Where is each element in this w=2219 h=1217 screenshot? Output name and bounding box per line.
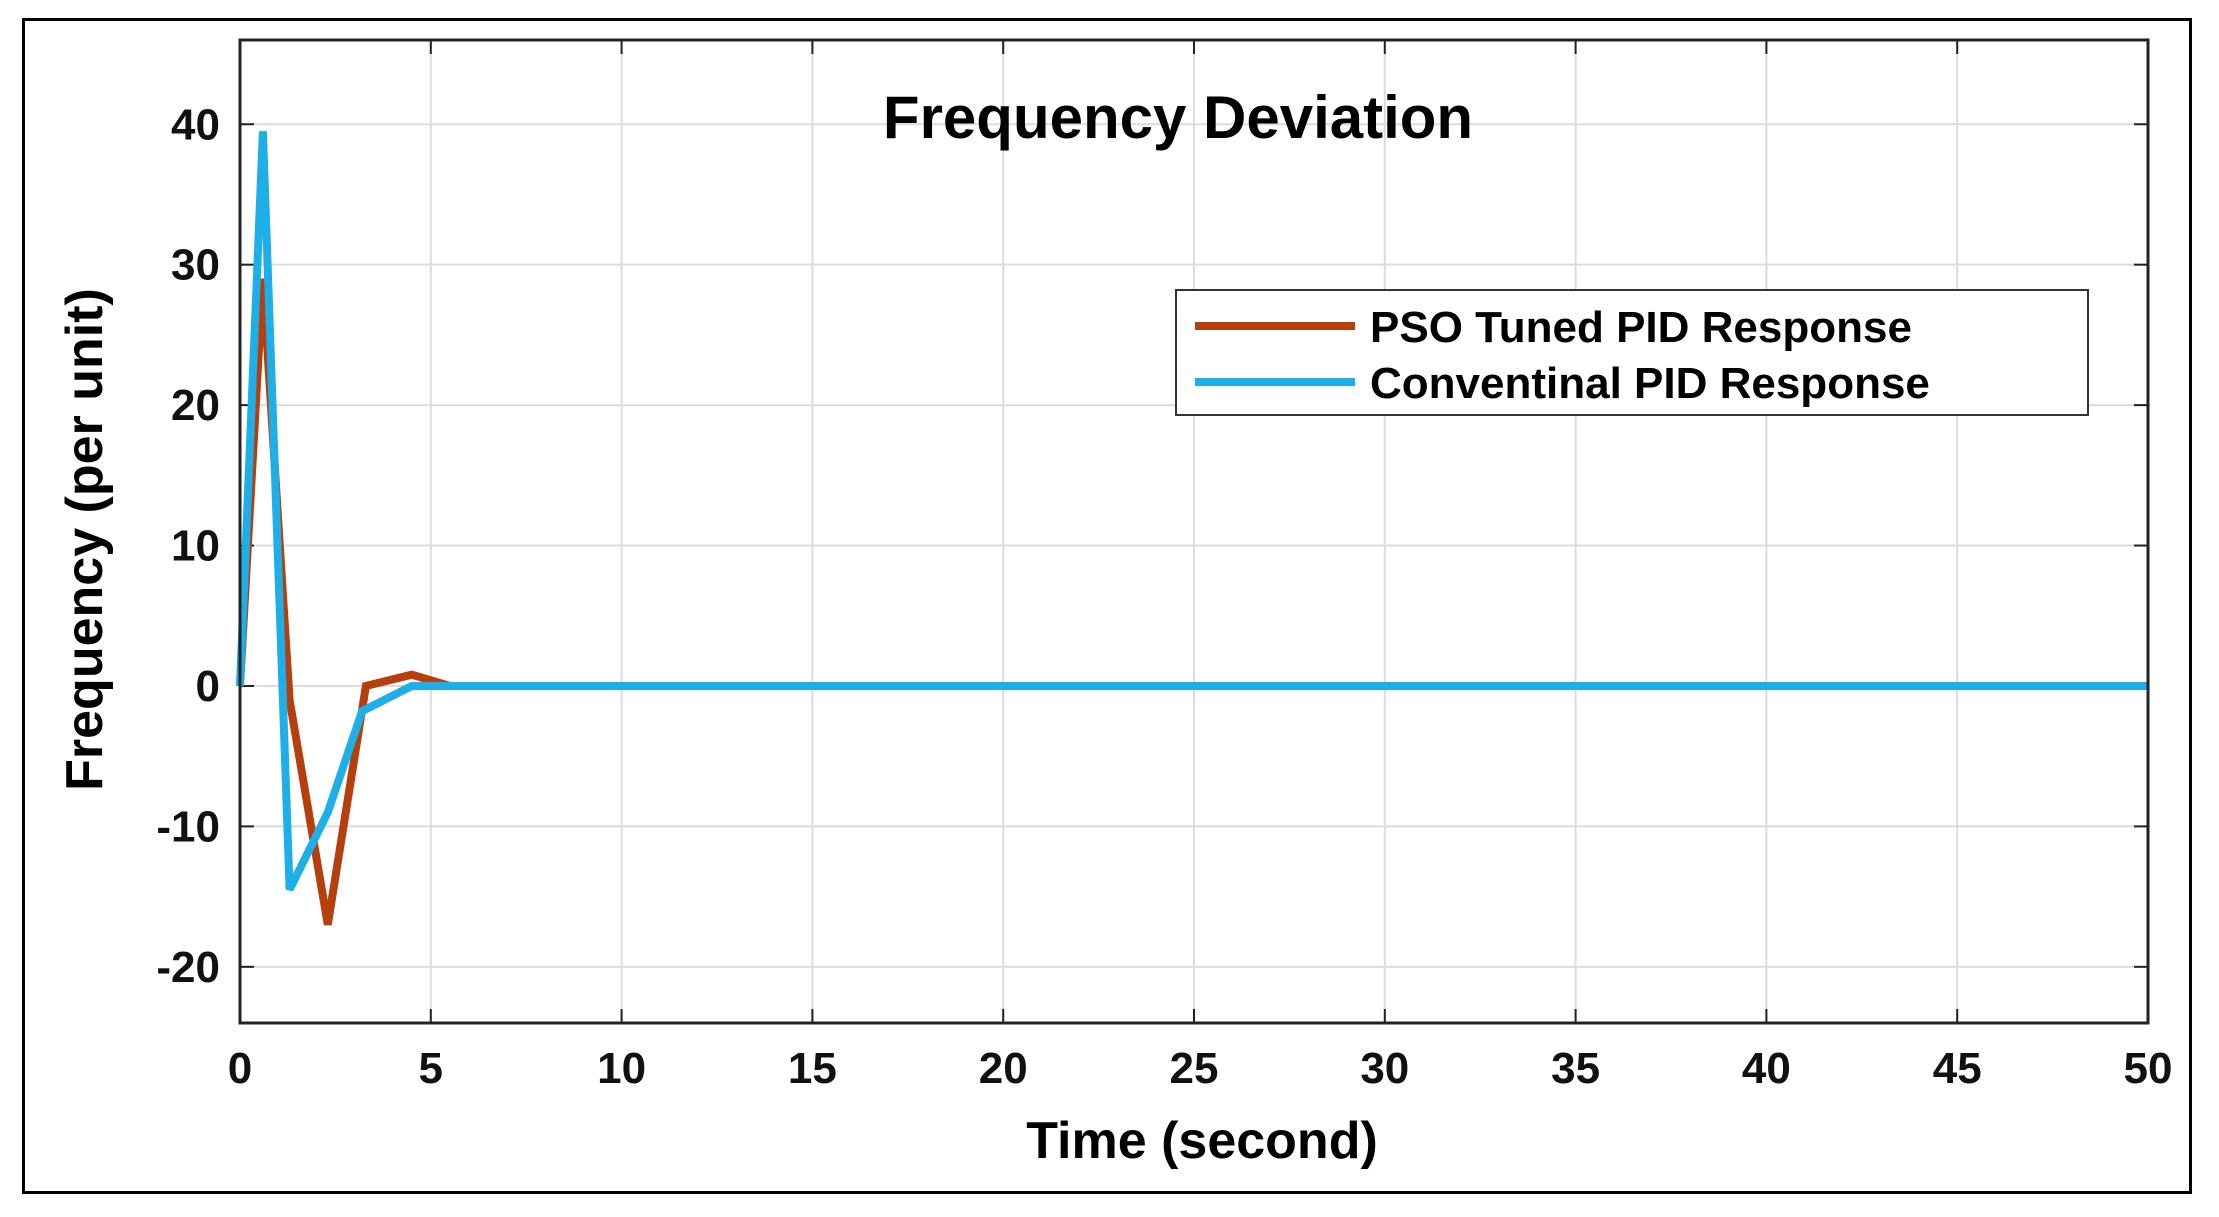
x-tick-label: 45 xyxy=(1933,1044,1982,1093)
plot-border xyxy=(238,38,2150,1025)
y-tick-label: -10 xyxy=(156,802,220,851)
x-tick-label: 40 xyxy=(1742,1044,1791,1093)
y-tick-label: 30 xyxy=(171,241,220,290)
y-tick-label: 20 xyxy=(171,381,220,430)
x-tick-label: 15 xyxy=(788,1044,837,1093)
y-axis-title: Frequency (per unit) xyxy=(56,288,114,791)
series-layer xyxy=(236,131,2148,926)
y-tick-label: 0 xyxy=(196,662,220,711)
figure-frame xyxy=(22,18,2192,1194)
x-tick-label: 30 xyxy=(1360,1044,1409,1093)
x-tick-label: 25 xyxy=(1170,1044,1219,1093)
legend: PSO Tuned PID Response Conventinal PID R… xyxy=(1175,289,2089,416)
x-tick-label: 5 xyxy=(419,1044,443,1093)
series-line-conventional xyxy=(236,131,2148,892)
x-axis-title: Time (second) xyxy=(1026,1112,1378,1170)
y-tick-label: 40 xyxy=(171,100,220,149)
legend-box xyxy=(1175,289,2089,416)
y-tick-label: -20 xyxy=(156,943,220,992)
x-tick-label: 20 xyxy=(979,1044,1028,1093)
x-tick-label: 0 xyxy=(228,1044,252,1093)
x-tick-label: 35 xyxy=(1551,1044,1600,1093)
y-tick-label: 10 xyxy=(171,522,220,571)
x-tick-label: 50 xyxy=(2124,1044,2173,1093)
x-tick-label: 10 xyxy=(597,1044,646,1093)
chart-title: Frequency Deviation xyxy=(883,84,1473,151)
legend-label-pso: PSO Tuned PID Response xyxy=(1370,303,1912,352)
legend-label-conventional: Conventinal PID Response xyxy=(1370,359,1930,408)
